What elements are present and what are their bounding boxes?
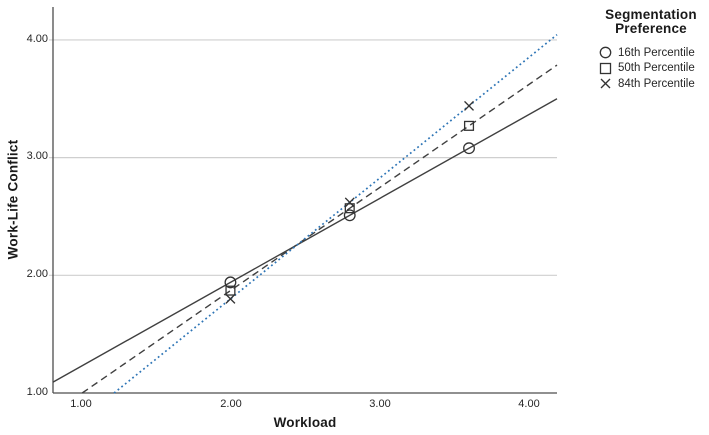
legend-item-50th-percentile: 50th Percentile [594, 61, 708, 77]
legend-title-line1: Segmentation [605, 7, 697, 22]
x-axis-title: Workload [273, 415, 337, 430]
square-marker-icon [599, 62, 612, 74]
legend-item-84th-percentile: 84th Percentile [594, 76, 708, 92]
legend-item-16th-percentile: 16th Percentile [594, 45, 708, 61]
circle-marker-icon [599, 46, 612, 59]
x-tick-label-3: 3.00 [369, 398, 391, 410]
legend-item-label: 50th Percentile [618, 62, 695, 75]
legend-item-label: 84th Percentile [618, 77, 695, 90]
legend-item-label: 16th Percentile [618, 46, 695, 59]
x-marker-icon [600, 78, 611, 89]
x-tick-label-1: 1.00 [70, 398, 92, 410]
legend: Segmentation Preference 16th Percentile … [594, 8, 708, 92]
y-tick-label-1: 1.00 [26, 386, 48, 398]
legend-title: Segmentation Preference [594, 8, 708, 36]
x-tick-label-2: 2.00 [220, 398, 242, 410]
y-tick-label-3: 3.00 [26, 150, 48, 162]
legend-title-line2: Preference [615, 21, 687, 36]
x-tick-label-4: 4.00 [518, 398, 540, 410]
y-tick-label-2: 2.00 [26, 268, 48, 280]
y-tick-label-4: 4.00 [26, 33, 48, 45]
y-axis-title: Work-Life Conflict [5, 139, 21, 260]
